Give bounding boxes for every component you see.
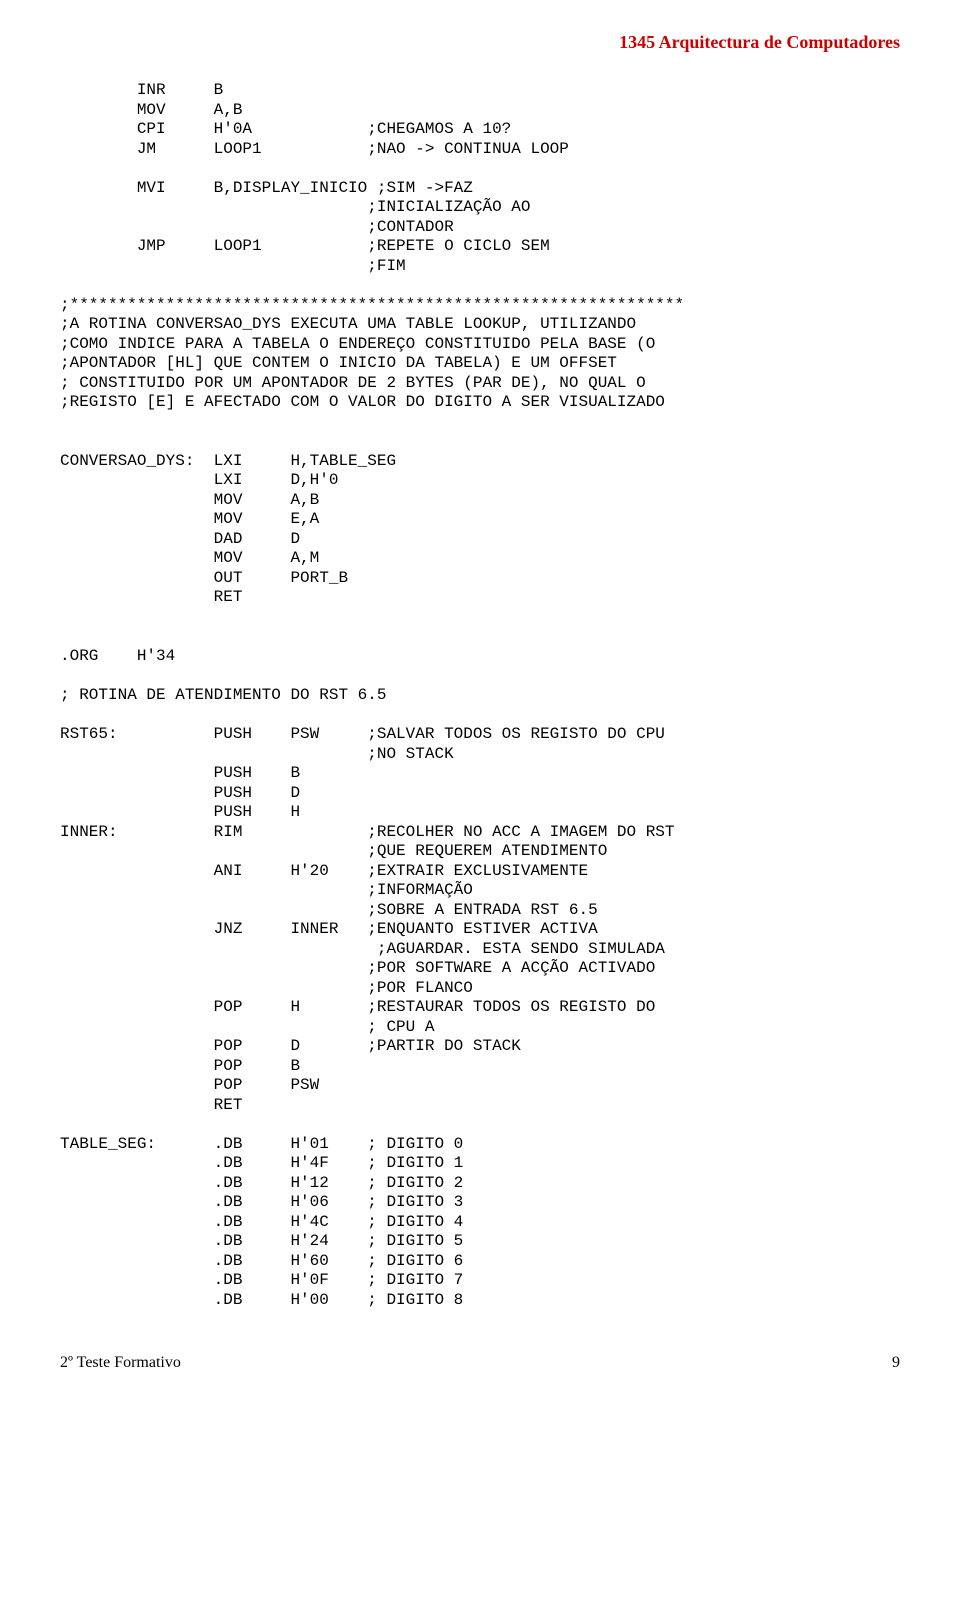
footer: 2º Teste Formativo 9 [60, 1354, 900, 1372]
header-title: 1345 Arquitectura de Computadores [60, 32, 900, 53]
footer-right: 9 [892, 1354, 900, 1372]
footer-left: 2º Teste Formativo [60, 1354, 181, 1372]
code-block: INR B MOV A,B CPI H'0A ;CHEGAMOS A 10? J… [60, 81, 900, 1310]
page: 1345 Arquitectura de Computadores INR B … [0, 0, 960, 1402]
